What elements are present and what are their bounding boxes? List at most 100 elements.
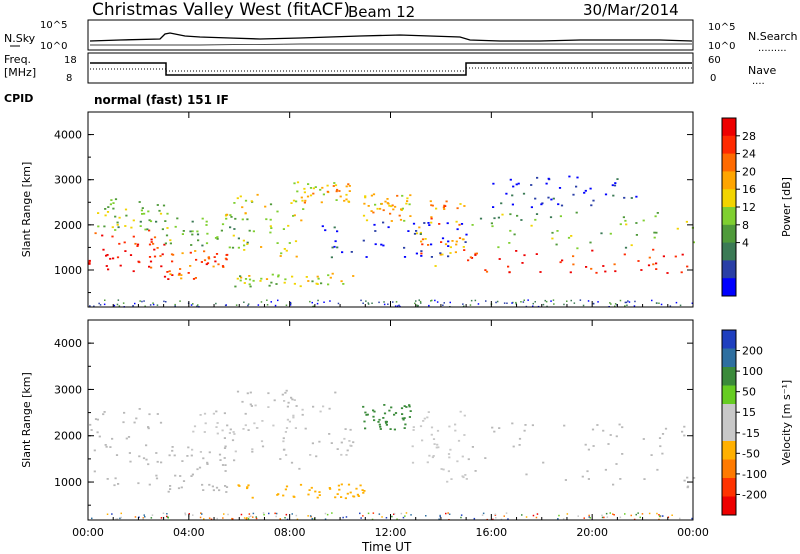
range-gate-cell	[430, 433, 433, 436]
range-gate-cell	[282, 228, 285, 230]
range-gate-cell	[161, 228, 164, 231]
range-gate-cell	[223, 412, 226, 415]
nsky-tick-top: 10^5	[40, 20, 67, 31]
power-panel: 1000 2000 3000 4000 Slant Range [km] 28 24 20 16…	[20, 111, 793, 308]
range-gate-cell	[434, 299, 436, 302]
range-gate-cell	[247, 304, 249, 307]
y-tick-label: 4000	[54, 337, 82, 350]
range-gate-cell	[213, 256, 216, 258]
range-gate-cell	[330, 256, 333, 259]
range-gate-cell	[156, 413, 159, 415]
range-gate-cell	[270, 281, 273, 284]
range-gate-cell	[553, 303, 555, 305]
range-gate-cell	[296, 190, 299, 193]
range-gate-cell	[642, 219, 645, 222]
range-gate-cell	[460, 516, 462, 519]
range-gate-cell	[334, 391, 337, 394]
range-gate-cell	[318, 494, 321, 496]
range-gate-cell	[119, 517, 121, 520]
range-gate-cell	[357, 495, 360, 497]
range-gate-cell	[635, 222, 638, 224]
range-gate-cell	[178, 272, 181, 275]
range-gate-cell	[192, 514, 194, 516]
range-gate-cell	[299, 483, 303, 486]
range-gate-cell	[291, 275, 294, 278]
range-gate-cell	[197, 304, 199, 306]
range-gate-cell	[310, 486, 313, 489]
range-gate-cell	[602, 265, 605, 267]
range-gate-cell	[500, 202, 503, 205]
range-gate-cell	[324, 229, 327, 232]
range-gate-cell	[144, 228, 147, 231]
range-gate-cell	[323, 301, 325, 303]
colorbar-tick-label: -200	[742, 488, 767, 501]
range-gate-cell	[259, 280, 262, 282]
range-gate-cell	[116, 223, 119, 226]
range-gate-cell	[427, 411, 430, 413]
range-gate-cell	[150, 238, 153, 241]
range-gate-cell	[339, 195, 342, 198]
range-gate-cell	[147, 463, 150, 466]
range-gate-cell	[223, 447, 227, 449]
range-gate-cell	[229, 428, 232, 431]
range-gate-cell	[451, 240, 454, 242]
range-gate-cell	[481, 514, 484, 516]
range-gate-cell	[419, 233, 422, 235]
range-gate-cell	[224, 464, 227, 466]
range-gate-cell	[508, 271, 511, 274]
freq-trace	[90, 62, 692, 76]
range-gate-cell	[372, 193, 376, 196]
colorbar-segment	[722, 404, 736, 423]
range-gate-cell	[294, 240, 298, 243]
range-gate-cell	[576, 247, 579, 250]
range-gate-cell	[295, 514, 298, 517]
range-gate-cell	[133, 421, 136, 424]
range-gate-cell	[317, 299, 319, 302]
range-gate-cell	[474, 470, 477, 472]
range-gate-cell	[419, 300, 422, 303]
range-gate-cell	[149, 260, 153, 263]
range-gate-cell	[293, 399, 296, 401]
range-gate-cell	[166, 515, 168, 518]
x-tick-label: 00:00	[72, 526, 104, 539]
range-gate-cell	[148, 256, 152, 258]
range-gate-cell	[104, 214, 107, 217]
range-gate-cell	[196, 305, 198, 307]
range-gate-cell	[117, 226, 120, 229]
range-gate-cell	[521, 514, 523, 516]
range-gate-cell	[141, 300, 143, 303]
range-gate-cell	[290, 461, 294, 464]
range-gate-cell	[446, 222, 449, 225]
range-gate-cell	[202, 489, 205, 491]
range-gate-cell	[389, 428, 392, 430]
range-gate-cell	[234, 285, 237, 288]
range-gate-cell	[177, 487, 181, 490]
range-gate-cell	[335, 190, 338, 193]
range-gate-cell	[334, 240, 337, 243]
range-gate-cell	[362, 491, 365, 494]
range-gate-cell	[360, 517, 362, 519]
range-gate-cell	[518, 437, 522, 440]
range-gate-cell	[415, 232, 419, 235]
colorbar-tick-label: 15	[742, 406, 756, 419]
range-gate-cell	[356, 493, 359, 496]
range-gate-cell	[642, 438, 645, 440]
range-gate-cell	[181, 460, 184, 462]
range-gate-cell	[249, 391, 252, 394]
range-gate-cell	[686, 265, 689, 268]
range-gate-cell	[166, 212, 169, 215]
range-gate-cell	[683, 479, 686, 482]
range-gate-cell	[224, 470, 227, 472]
range-gate-cell	[433, 443, 436, 445]
range-gate-cell	[370, 194, 373, 197]
y-tick-label: 1000	[54, 476, 82, 489]
range-gate-cell	[176, 217, 179, 220]
range-gate-cell	[88, 259, 91, 262]
range-gate-cell	[119, 264, 122, 267]
range-gate-cell	[349, 428, 352, 431]
range-gate-cell	[225, 258, 228, 261]
range-gate-cell	[581, 475, 584, 478]
range-gate-cell	[458, 223, 461, 226]
range-gate-cell	[180, 277, 183, 280]
range-gate-cell	[557, 203, 560, 206]
